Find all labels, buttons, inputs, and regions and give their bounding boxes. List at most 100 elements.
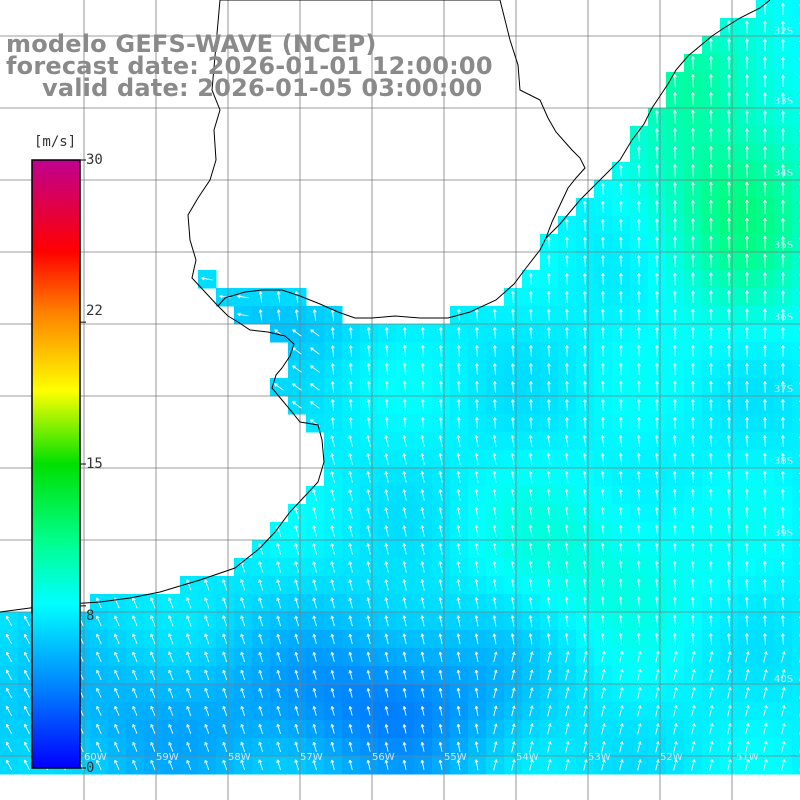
wind-arrow [762,452,767,465]
wind-arrow [366,471,371,483]
wind-arrow [150,651,156,663]
wind-arrow [726,38,731,52]
wind-arrow [456,471,461,483]
wind-arrow [654,614,659,628]
wind-arrow [547,669,552,681]
wind-arrow [384,435,389,447]
wind-arrow [492,345,497,357]
wind-arrow [222,597,228,609]
wind-arrow [654,326,659,339]
wind-arrow [438,723,443,734]
wind-arrow [654,218,659,232]
wind-arrow [510,578,515,591]
wind-arrow [618,524,623,537]
wind-arrow [330,399,335,411]
wind-arrow [456,380,461,393]
wind-arrow [258,579,264,591]
wind-arrow [294,615,299,627]
wind-arrow [402,597,407,609]
wind-arrow [636,164,641,178]
wind-arrow [708,74,713,88]
wind-arrow [672,578,677,592]
wind-arrow [493,759,498,771]
wind-arrow [582,380,587,393]
wind-arrow [564,218,569,231]
wind-arrow [726,633,731,645]
wind-arrow [186,579,192,591]
wind-arrow [420,615,425,627]
wind-arrow [654,200,659,214]
wind-arrow [691,723,696,735]
wind-arrow [492,488,497,501]
wind-arrow [330,741,335,752]
wind-arrow [132,687,138,698]
wind-arrow [762,435,767,447]
wind-arrow [582,470,587,483]
wind-arrow [330,417,335,429]
wind-speed-cell [792,558,800,577]
wind-arrow [636,308,641,321]
wind-speed-cell [792,594,800,613]
wind-arrow [510,560,515,573]
wind-arrow [312,723,317,734]
wind-arrow [492,435,497,447]
lat-label: 33S [774,96,794,107]
wind-arrow [654,488,659,501]
wind-arrow [438,615,443,627]
wind-arrow [636,380,641,393]
wind-arrow [474,579,479,591]
wind-arrow [438,326,443,339]
wind-arrow [618,308,623,321]
wind-arrow [763,758,768,771]
wind-arrow [456,723,461,734]
wind-arrow [780,92,785,106]
wind-arrow [366,741,371,752]
wind-speed-cell [792,702,800,721]
wind-arrow [690,488,695,501]
wind-arrow [348,363,353,375]
wind-arrow [384,489,389,501]
wind-arrow [492,579,497,591]
wind-arrow [546,506,551,520]
wind-arrow [673,723,678,735]
wind-speed-cell [792,342,800,361]
wind-speed-cell [792,180,800,199]
wind-arrow [222,633,228,645]
wind-arrow [744,633,749,645]
wind-arrow [654,272,659,285]
wind-arrow [348,435,353,447]
wind-arrow [384,688,389,698]
wind-arrow [672,254,677,268]
wind-arrow [564,524,569,538]
wind-arrow [618,452,623,465]
wind-arrow [546,560,551,574]
wind-arrow [258,309,263,321]
wind-arrow [655,687,660,699]
wind-arrow [690,56,695,70]
wind-arrow [708,596,713,609]
wind-arrow [655,668,660,681]
wind-arrow [564,345,569,357]
wind-arrow [510,524,515,538]
wind-arrow [744,56,749,70]
wind-arrow [258,651,263,663]
wind-arrow [726,56,731,70]
wind-arrow [618,380,623,393]
wind-arrow [780,182,785,196]
wind-arrow [204,687,210,699]
wind-arrow [582,434,587,447]
wind-arrow [744,110,749,124]
wind-arrow [510,615,515,627]
lon-label: 56W [372,752,395,763]
wind-arrow [691,741,696,753]
wind-arrow [763,740,768,753]
wind-arrow [744,470,749,483]
wind-arrow [474,453,479,465]
wind-arrow [114,651,120,663]
wind-arrow [618,291,623,303]
wind-arrow [726,146,731,160]
wind-arrow [744,92,749,106]
wind-arrow [726,110,731,124]
wind-arrow [780,146,785,160]
wind-arrow [672,506,677,519]
